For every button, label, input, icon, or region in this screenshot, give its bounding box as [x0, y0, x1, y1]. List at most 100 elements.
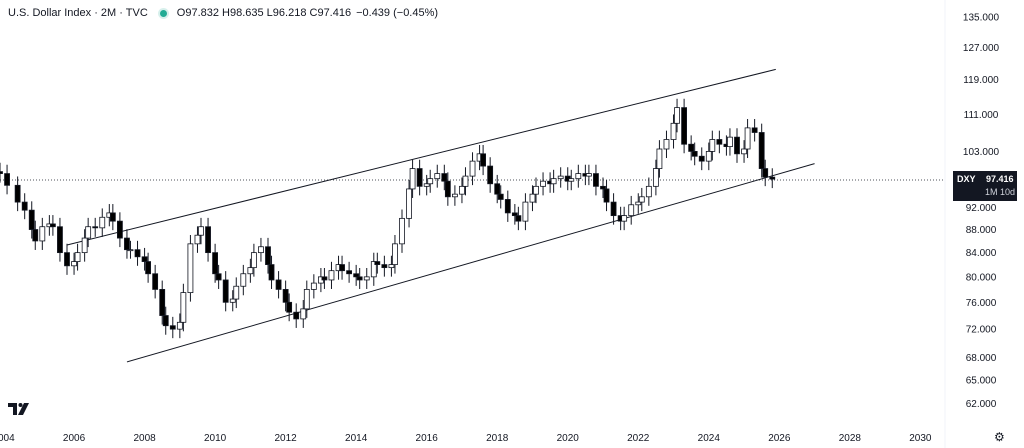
- candle: [487, 157, 494, 193]
- candle: [540, 172, 546, 196]
- candle: [557, 167, 564, 188]
- candle-body: [515, 215, 522, 222]
- candle-body: [49, 223, 56, 228]
- gear-icon[interactable]: ⚙: [994, 430, 1005, 444]
- candle-body: [374, 261, 381, 265]
- candle-body: [282, 289, 289, 303]
- candle: [363, 267, 370, 289]
- candle: [515, 206, 522, 231]
- candle: [109, 204, 116, 231]
- candle: [716, 130, 723, 154]
- candle-body: [300, 308, 307, 320]
- candle: [416, 159, 423, 196]
- candle-body: [57, 226, 63, 254]
- tradingview-logo-icon[interactable]: [8, 402, 32, 421]
- candle: [469, 152, 476, 186]
- candle: [356, 267, 363, 289]
- price-tick-label: 72.000: [966, 325, 997, 336]
- time-tick-label: 2028: [839, 433, 862, 444]
- candle-body: [14, 184, 21, 203]
- candle-body: [222, 279, 229, 303]
- candle: [265, 237, 271, 274]
- candle-body: [187, 243, 194, 294]
- candle: [409, 159, 416, 198]
- candle: [628, 195, 635, 225]
- price-tick-label: 88.000: [966, 225, 997, 236]
- candle-body: [265, 246, 271, 265]
- candle: [300, 300, 307, 328]
- candle: [459, 177, 465, 204]
- candle-body: [92, 226, 99, 229]
- candle: [497, 185, 504, 209]
- candle-body: [159, 289, 166, 316]
- candle: [85, 217, 92, 248]
- candle: [550, 169, 557, 193]
- candle: [310, 274, 317, 299]
- candle-body: [427, 178, 434, 185]
- candle: [399, 209, 405, 253]
- time-tick-label: 2006: [63, 433, 86, 444]
- candle-body: [635, 201, 642, 206]
- candle: [275, 271, 282, 299]
- candle-body: [638, 196, 645, 203]
- candle: [74, 243, 81, 271]
- candle-body: [399, 217, 405, 245]
- candle: [741, 140, 747, 163]
- candle-body: [494, 183, 501, 195]
- time-axis: 2004 2006 2008 2010 2012 2014 2016 2018 2020 2022…: [0, 433, 932, 444]
- trendline-upper-channel: [66, 68, 776, 246]
- candle-body: [406, 188, 412, 219]
- candle-body: [459, 185, 465, 195]
- candle-body: [727, 136, 733, 148]
- candle: [370, 252, 377, 286]
- chart-title[interactable]: U.S. Dollar Index · 2M · TVC: [8, 7, 148, 19]
- candle-body: [127, 249, 134, 252]
- candle: [533, 177, 539, 204]
- candle-body: [176, 321, 183, 330]
- time-tick-label: 2026: [768, 433, 791, 444]
- candle-body: [162, 315, 169, 327]
- candle: [39, 217, 46, 250]
- candle-body: [180, 292, 187, 323]
- candle-body: [85, 226, 92, 239]
- candle-body: [303, 289, 310, 310]
- candle: [64, 243, 70, 275]
- market-status-icon: [159, 9, 167, 17]
- candle-body: [709, 139, 716, 152]
- candle-body: [593, 173, 599, 187]
- price-tick-label: 119.000: [963, 75, 999, 86]
- candle: [328, 261, 335, 289]
- candle: [229, 290, 236, 312]
- candle-body: [705, 151, 712, 162]
- price-tick-label: 135.000: [963, 13, 1000, 24]
- candle: [49, 215, 56, 236]
- candle-body: [681, 107, 688, 145]
- candle: [198, 217, 204, 245]
- candle: [423, 174, 430, 196]
- candle: [670, 114, 677, 149]
- price-tick-label: 111.000: [964, 110, 999, 121]
- candle: [205, 217, 211, 262]
- candle-body: [434, 173, 441, 180]
- ohlc-values: O97.832 H98.635 L96.218 C97.416: [176, 7, 352, 19]
- candle-body: [370, 261, 377, 278]
- candle-body: [268, 264, 275, 281]
- candle: [222, 271, 229, 312]
- candle-body: [310, 282, 317, 290]
- candle: [392, 234, 398, 274]
- candle: [427, 169, 434, 193]
- price-tick-label: 76.000: [966, 298, 997, 309]
- price-tick-label: 127.000: [963, 43, 1000, 54]
- candle: [127, 240, 134, 259]
- candle: [529, 185, 536, 212]
- candle-body: [388, 264, 395, 269]
- candle-body: [674, 107, 680, 124]
- candle: [645, 177, 652, 206]
- candle: [600, 177, 606, 198]
- candle-body: [462, 175, 469, 187]
- candle: [769, 168, 776, 189]
- candle: [727, 128, 733, 156]
- candle-body: [409, 168, 416, 190]
- candle: [656, 140, 663, 178]
